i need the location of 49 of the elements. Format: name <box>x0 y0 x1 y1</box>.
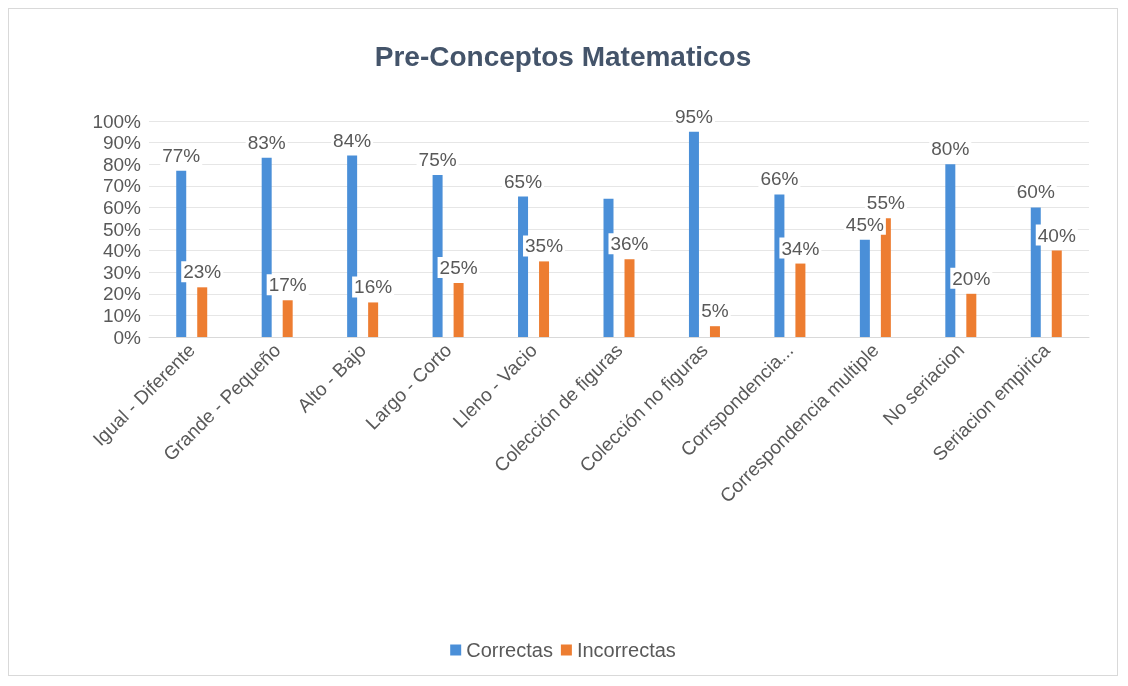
legend-label: Incorrectas <box>576 639 676 661</box>
bar <box>688 131 699 337</box>
data-label: 25% <box>439 257 478 278</box>
bar <box>368 302 379 337</box>
y-tick-label: 40% <box>102 240 142 262</box>
chart-title: Pre-Conceptos Matematicos <box>374 40 752 72</box>
data-label: 45% <box>845 213 884 235</box>
data-label: 95% <box>674 105 714 127</box>
bar <box>197 287 208 337</box>
data-label: 40% <box>1037 224 1076 246</box>
y-tick-label: 100% <box>92 110 142 132</box>
bar <box>624 259 635 337</box>
data-label: 16% <box>354 276 393 298</box>
data-label: 80% <box>931 138 970 160</box>
bar <box>453 283 464 337</box>
x-tick-label: Alto - Bajo <box>293 339 371 417</box>
y-tick-label: 80% <box>102 153 142 175</box>
legend-label: Correctas <box>466 639 553 661</box>
y-tick-label: 60% <box>102 196 142 218</box>
bar <box>859 239 870 337</box>
data-label: 20% <box>952 267 991 289</box>
y-tick-label: 10% <box>102 304 142 326</box>
data-label: 66% <box>760 168 799 190</box>
y-tick-label: 70% <box>102 175 142 197</box>
bar <box>709 326 720 337</box>
data-label: 34% <box>781 237 820 259</box>
data-label: 36% <box>610 233 649 255</box>
y-tick-label: 30% <box>102 261 142 283</box>
y-tick-label: 20% <box>102 283 142 305</box>
data-label: 77% <box>162 144 201 166</box>
data-label: 5% <box>701 300 729 322</box>
bar <box>795 263 806 337</box>
data-label: 55% <box>866 192 905 214</box>
data-label: 75% <box>418 149 457 170</box>
y-tick-label: 90% <box>102 132 142 154</box>
data-label: 84% <box>333 129 372 151</box>
data-label: 65% <box>504 170 543 192</box>
data-label: 60% <box>1016 181 1055 203</box>
bar <box>282 300 293 337</box>
y-tick-label: 0% <box>113 326 142 348</box>
data-label: 35% <box>525 235 564 257</box>
y-tick-label: 50% <box>102 218 142 240</box>
data-label: 23% <box>183 261 222 283</box>
data-label: 83% <box>247 131 286 153</box>
bar <box>539 261 550 337</box>
data-label: 17% <box>268 274 307 296</box>
bar <box>261 157 272 337</box>
bar <box>966 293 977 337</box>
bar <box>1051 250 1062 337</box>
